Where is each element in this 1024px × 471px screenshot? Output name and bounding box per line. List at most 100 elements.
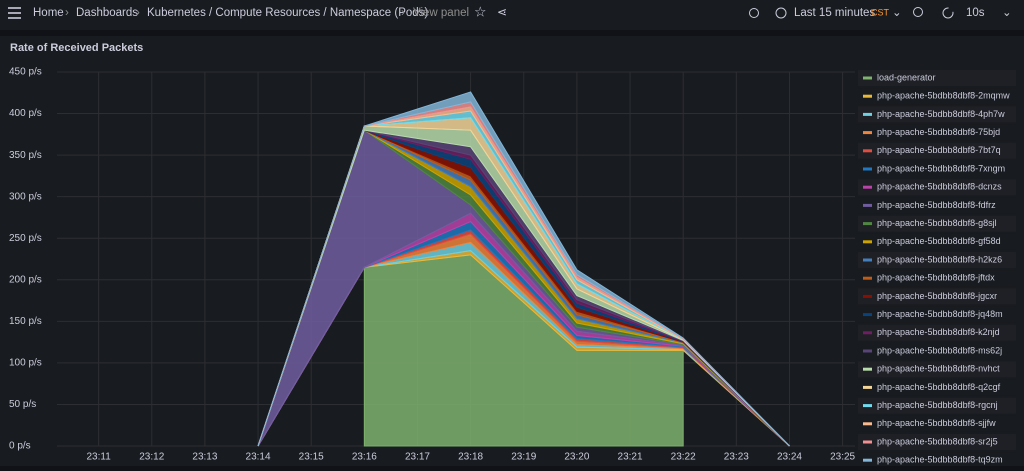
legend-label: php-apache-5bdbb8dbf8-7bt7q <box>877 145 1001 155</box>
x-tick-label: 23:20 <box>564 452 589 463</box>
legend-swatch <box>863 313 872 317</box>
legend-swatch <box>863 349 872 353</box>
timezone: CST <box>871 7 890 17</box>
legend-row <box>858 106 1016 123</box>
top-bar <box>0 0 1024 30</box>
x-tick-label: 23:14 <box>246 452 271 463</box>
x-tick-label: 23:19 <box>511 452 536 463</box>
legend-row <box>858 379 1016 396</box>
share-icon[interactable]: ⋖ <box>497 5 507 19</box>
legend-row <box>858 142 1016 159</box>
legend-swatch <box>863 222 872 226</box>
x-tick-label: 23:22 <box>671 452 696 463</box>
separator: › <box>136 7 140 19</box>
legend-row <box>858 415 1016 432</box>
panel-title: Rate of Received Packets <box>10 42 143 54</box>
legend-swatch <box>863 94 872 98</box>
legend-swatch <box>863 131 872 135</box>
y-tick-label: 350 p/s <box>9 150 42 161</box>
y-tick-label: 50 p/s <box>9 399 36 410</box>
legend-row <box>858 361 1016 378</box>
menu-icon[interactable] <box>8 7 21 19</box>
legend-swatch <box>863 294 872 298</box>
legend-label: php-apache-5bdbb8dbf8-nvhct <box>877 364 1000 374</box>
legend-label: php-apache-5bdbb8dbf8-dcnzs <box>877 182 1002 192</box>
x-tick-label: 23:18 <box>458 452 483 463</box>
legend-label: load-generator <box>877 72 936 82</box>
legend-row <box>858 124 1016 141</box>
x-tick-label: 23:23 <box>724 452 749 463</box>
breadcrumb[interactable]: Kubernetes / Compute Resources / Namespa… <box>147 7 428 19</box>
zoom-out-icon[interactable] <box>913 7 923 17</box>
y-tick-label: 400 p/s <box>9 108 42 119</box>
legend-row <box>858 197 1016 214</box>
legend-label: php-apache-5bdbb8dbf8-rgcnj <box>877 400 998 410</box>
legend-swatch <box>863 458 872 462</box>
legend-swatch <box>863 240 872 244</box>
y-tick-label: 150 p/s <box>9 316 42 327</box>
legend-row <box>858 397 1016 414</box>
y-tick-label: 250 p/s <box>9 233 42 244</box>
legend-swatch <box>863 167 872 171</box>
legend-swatch <box>863 203 872 207</box>
legend-row <box>858 88 1016 105</box>
legend-swatch <box>863 185 872 189</box>
legend-label: php-apache-5bdbb8dbf8-ms62j <box>877 345 1002 355</box>
y-tick-label: 450 p/s <box>9 67 42 78</box>
y-tick-label: 200 p/s <box>9 274 42 285</box>
legend-label: php-apache-5bdbb8dbf8-sjjfw <box>877 418 996 428</box>
legend-row <box>858 343 1016 359</box>
legend-row <box>858 270 1016 287</box>
x-tick-label: 23:15 <box>299 452 324 463</box>
legend-swatch <box>863 440 872 444</box>
legend-label: php-apache-5bdbb8dbf8-sr2j5 <box>877 436 998 446</box>
x-tick-label: 23:21 <box>618 452 643 463</box>
x-tick-label: 23:24 <box>777 452 802 463</box>
breadcrumb[interactable]: Dashboards <box>76 7 138 19</box>
legend-row <box>858 452 1016 469</box>
settings-icon[interactable] <box>749 8 759 18</box>
legend-row <box>858 215 1016 232</box>
legend-swatch <box>863 258 872 262</box>
x-tick-label: 23:12 <box>139 452 164 463</box>
legend-label: php-apache-5bdbb8dbf8-gf58d <box>877 236 1001 246</box>
y-tick-label: 100 p/s <box>9 358 42 369</box>
legend-label: php-apache-5bdbb8dbf8-jgcxr <box>877 291 997 301</box>
legend-label: php-apache-5bdbb8dbf8-jftdx <box>877 273 995 283</box>
time-picker[interactable]: Last 15 minutes <box>794 7 875 19</box>
legend-label: php-apache-5bdbb8dbf8-4ph7w <box>877 109 1005 119</box>
legend-label: php-apache-5bdbb8dbf8-q2cgf <box>877 382 1001 392</box>
legend-row <box>858 306 1016 323</box>
dropdown-icon[interactable]: ⌄ <box>892 7 902 19</box>
dropdown-icon[interactable]: ⌄ <box>1002 7 1012 19</box>
legend-swatch <box>863 149 872 153</box>
x-tick-label: 23:16 <box>352 452 377 463</box>
separator: › <box>401 7 405 19</box>
clock-icon <box>775 7 787 19</box>
legend-row <box>858 434 1016 450</box>
refresh-interval[interactable]: 10s <box>966 7 985 19</box>
legend-swatch <box>863 76 872 80</box>
legend-row <box>858 161 1016 177</box>
legend-swatch <box>863 367 872 371</box>
legend-label: php-apache-5bdbb8dbf8-2mqmw <box>877 91 1010 101</box>
legend-label: php-apache-5bdbb8dbf8-g8sjl <box>877 218 997 228</box>
legend-label: php-apache-5bdbb8dbf8-jq48m <box>877 309 1003 319</box>
legend-swatch <box>863 422 872 426</box>
legend-row <box>858 252 1016 268</box>
legend-row <box>858 233 1016 250</box>
legend-swatch <box>863 404 872 408</box>
legend-label: php-apache-5bdbb8dbf8-tq9zm <box>877 455 1003 465</box>
y-tick-label: 0 p/s <box>9 441 31 452</box>
legend-label: php-apache-5bdbb8dbf8-k2njd <box>877 327 1000 337</box>
breadcrumb[interactable]: Home <box>33 7 64 19</box>
y-tick-label: 300 p/s <box>9 191 42 202</box>
x-tick-label: 23:17 <box>405 452 430 463</box>
x-tick-label: 23:13 <box>192 452 217 463</box>
refresh-icon[interactable] <box>942 7 954 19</box>
legend-swatch <box>863 112 872 116</box>
view-label: View panel <box>413 7 469 19</box>
star-icon[interactable]: ☆ <box>474 4 487 20</box>
x-tick-label: 23:11 <box>86 452 111 463</box>
